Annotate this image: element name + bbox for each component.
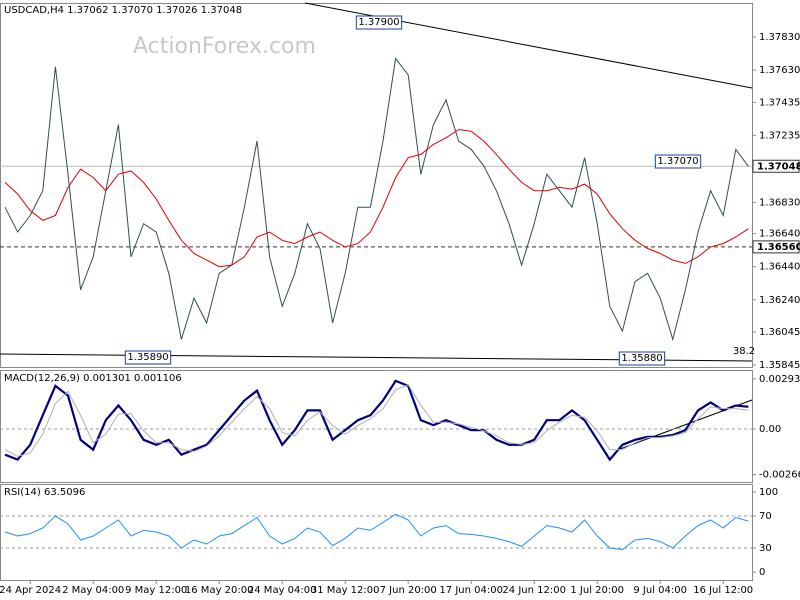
- x-tick-label: 16 Jul 12:00: [693, 585, 753, 596]
- annotation-box: [618, 351, 666, 366]
- x-tick-label: 17 Jun 04:00: [439, 585, 503, 596]
- annotation: 1.37070: [657, 156, 698, 167]
- y-tick-label: 1.37435: [759, 97, 800, 108]
- x-tick-label: 24 Jun 12:00: [502, 585, 566, 596]
- x-tick-label: 2 May 04:00: [62, 585, 124, 596]
- y-tick-label: 1.37830: [759, 32, 800, 43]
- y-tick-label: 70: [759, 511, 772, 522]
- y-tick-label: 0.00: [759, 424, 781, 435]
- watermark: ActionForex.com: [133, 34, 316, 59]
- series-line: [4, 57, 749, 342]
- x-tick-label: 31 May 12:00: [311, 585, 380, 596]
- annotation: 1.35890: [127, 352, 168, 363]
- price-label-box: [752, 159, 800, 173]
- rsi-panel: [0, 484, 753, 581]
- annotation: 1.37900: [358, 17, 399, 28]
- price-label-box: [752, 240, 800, 254]
- y-tick-label: 1.36440: [759, 262, 800, 273]
- y-tick-label: 1.36045: [759, 327, 800, 338]
- y-tick-label: 0.002937: [759, 374, 800, 385]
- series-line: [4, 379, 749, 462]
- x-tick-label: 7 Jun 20:00: [380, 585, 437, 596]
- annotation: 1.35880: [621, 353, 662, 364]
- y-tick-label: -0.002669: [759, 470, 800, 481]
- panel-title: USDCAD,H4 1.37062 1.37070 1.37026 1.3704…: [4, 5, 242, 16]
- y-tick-label: 1.36240: [759, 295, 800, 306]
- y-tick-label: 100: [759, 487, 778, 498]
- y-tick-label: 1.37235: [759, 130, 800, 141]
- annotation-box: [124, 350, 172, 365]
- series-line: [4, 513, 749, 551]
- annotation-box: [654, 154, 702, 169]
- x-tick-label: 16 May 20:00: [185, 585, 254, 596]
- series-line: [4, 129, 749, 268]
- panel-title: MACD(12,26,9) 0.001301 0.001106: [4, 373, 182, 384]
- price-label: 1.36560: [757, 242, 800, 253]
- y-tick-label: 30: [759, 543, 772, 554]
- price-panel: [0, 3, 753, 368]
- price-label: 1.37048: [757, 161, 800, 172]
- y-tick-label: 1.35845: [759, 360, 800, 371]
- panel-title: RSI(14) 63.5096: [4, 487, 85, 498]
- y-tick-label: 0: [759, 567, 765, 578]
- annotation-box: [355, 15, 403, 30]
- x-tick-label: 24 Apr 2024: [0, 585, 61, 596]
- y-tick-label: 1.37630: [759, 65, 800, 76]
- x-tick-label: 9 May 12:00: [125, 585, 187, 596]
- x-tick-label: 24 May 04:00: [248, 585, 317, 596]
- x-tick-label: 1 Jul 20:00: [570, 585, 624, 596]
- y-tick-label: 1.36830: [759, 197, 800, 208]
- series-line: [4, 384, 749, 457]
- y-tick-label: 1.36640: [759, 229, 800, 240]
- annotation: 38.2: [733, 346, 755, 357]
- x-tick-label: 9 Jul 04:00: [633, 585, 687, 596]
- macd-panel: [0, 370, 753, 483]
